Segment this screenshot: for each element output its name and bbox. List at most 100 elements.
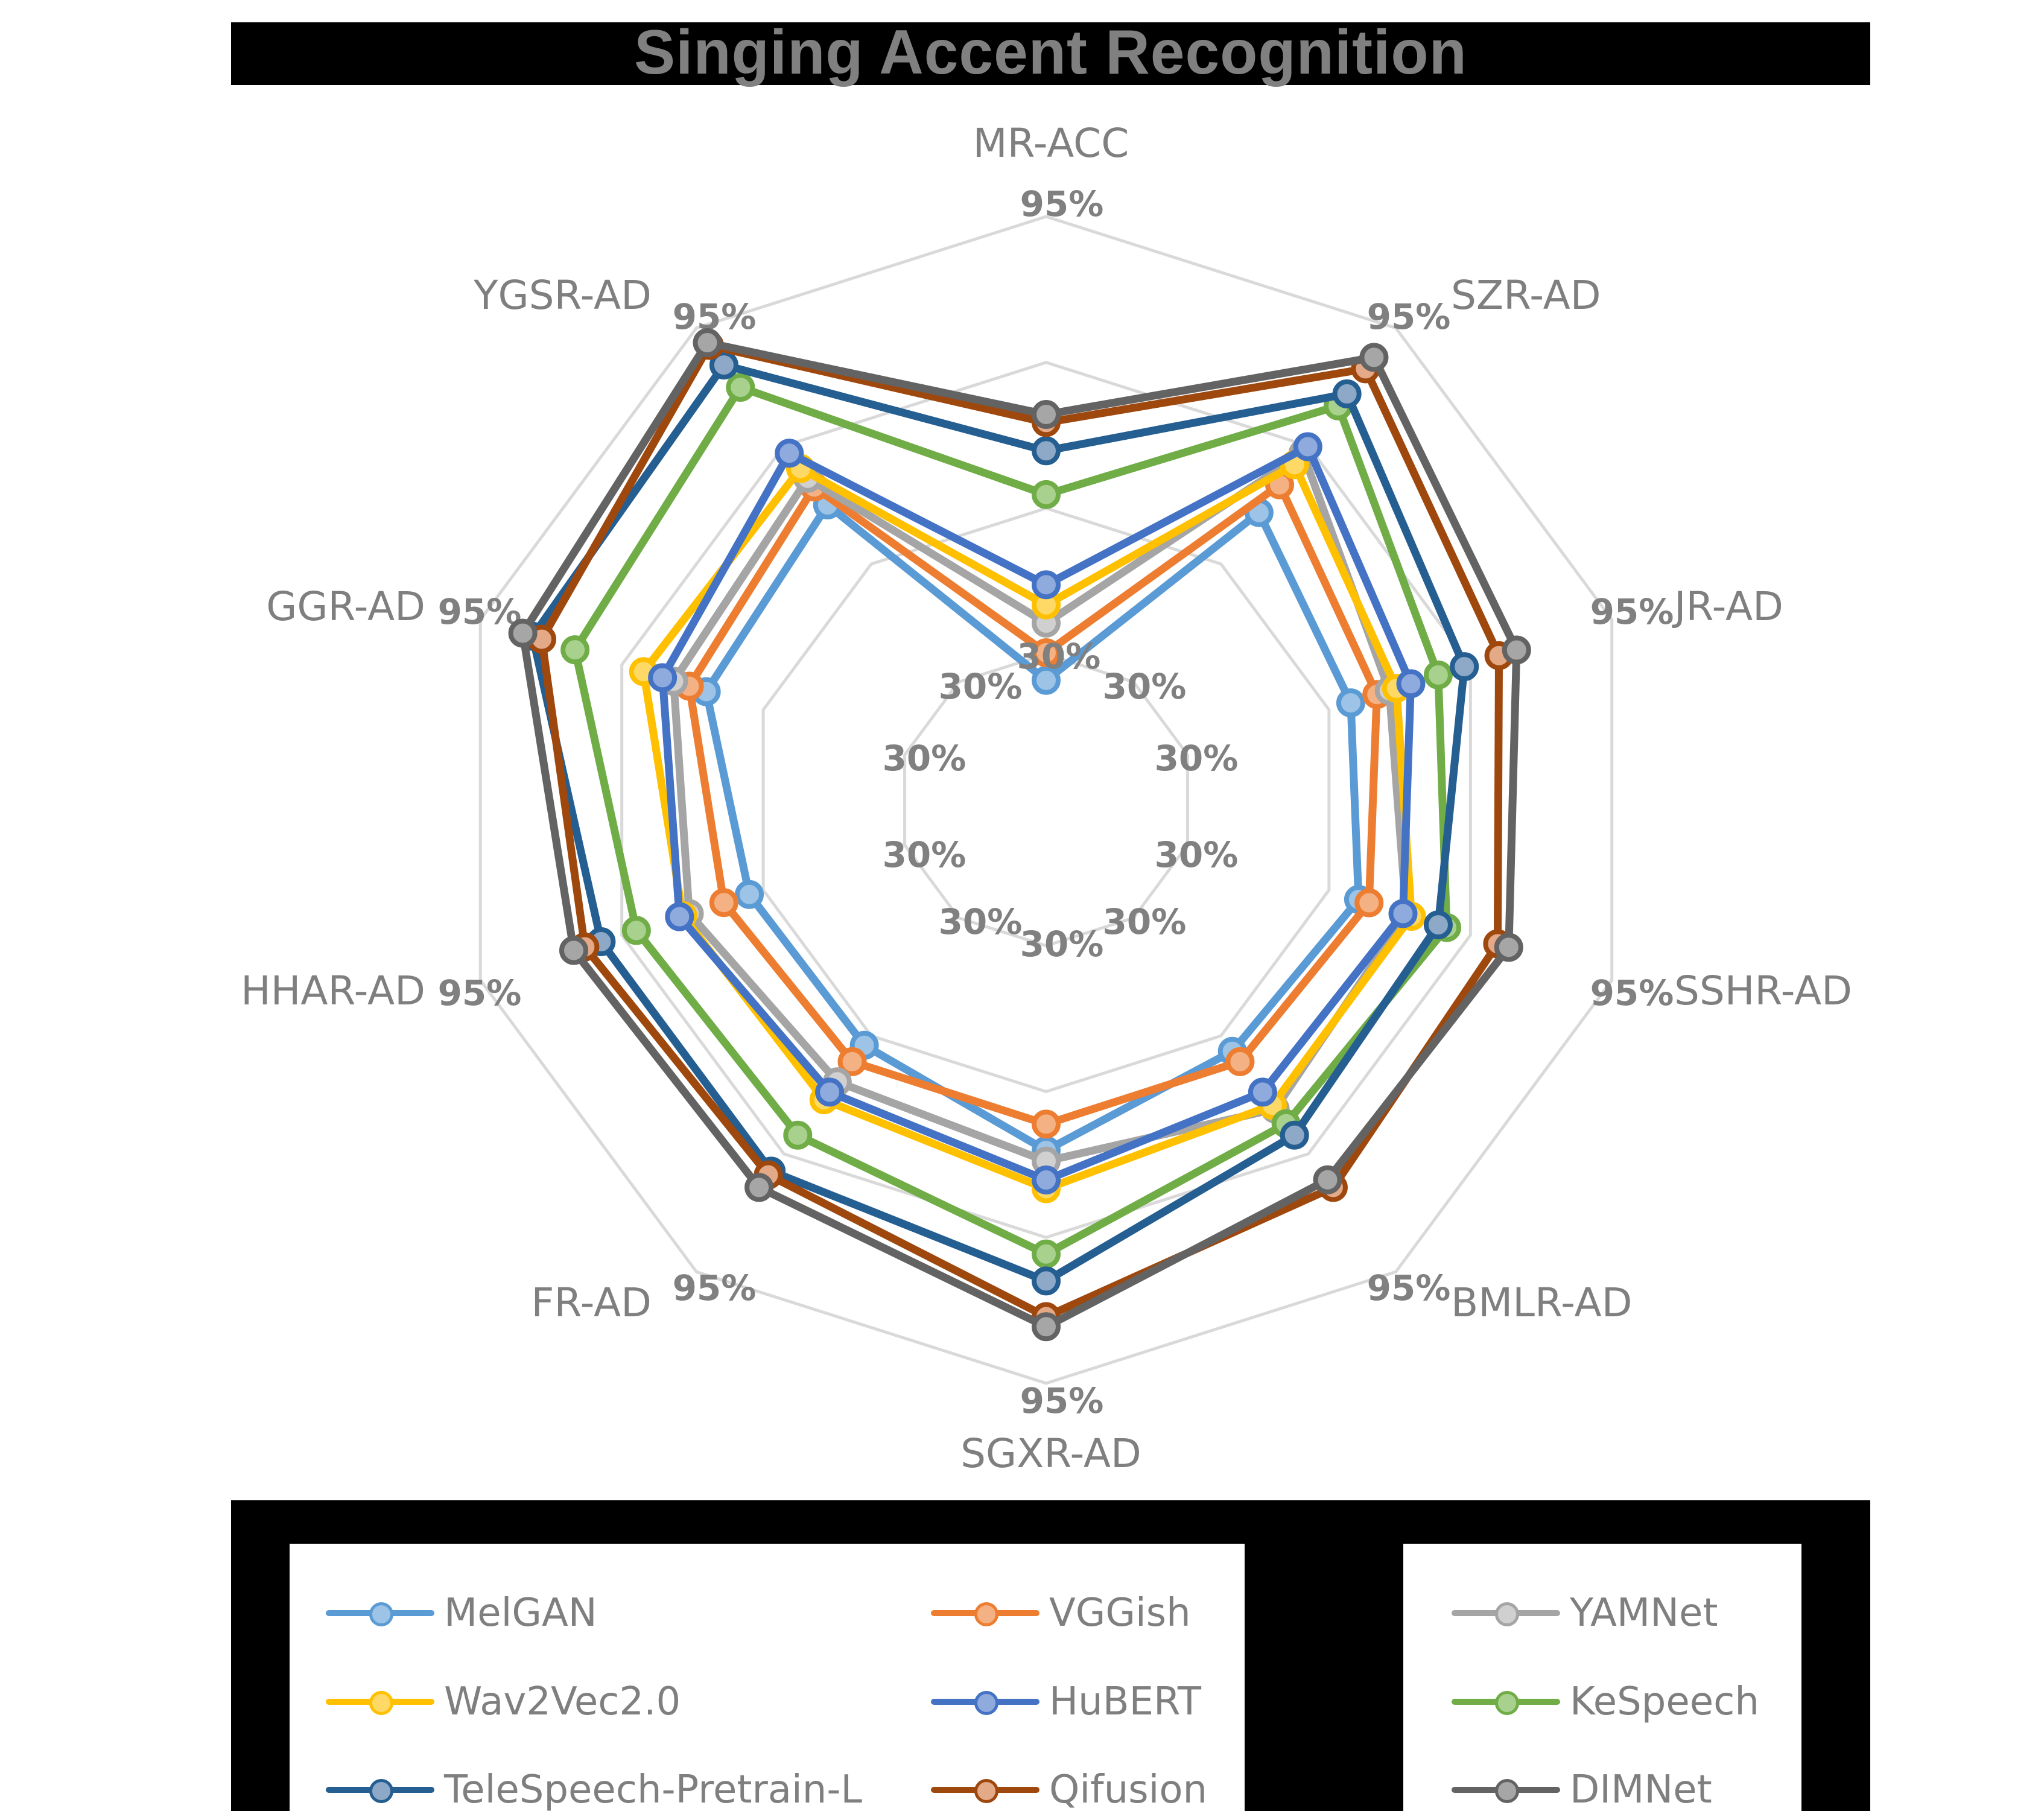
legend-item-melgan[interactable]: MelGAN — [326, 1586, 597, 1640]
axis-max-label: 95% — [438, 972, 522, 1013]
legend-label: Qifusion — [1049, 1768, 1208, 1812]
axis-label-ggr-ad: GGR-AD — [266, 583, 425, 630]
data-point-marker — [508, 618, 538, 648]
radar-grid — [478, 215, 1614, 1385]
data-point-marker — [1502, 635, 1531, 665]
legend-item-kespeech[interactable]: KeSpeech — [1452, 1675, 1759, 1729]
legend-label: YAMNet — [1570, 1591, 1718, 1635]
data-point-marker — [1032, 1165, 1061, 1195]
legend-label: DIMNet — [1570, 1768, 1712, 1812]
legend-label: KeSpeech — [1570, 1679, 1759, 1724]
legend-item-vggish[interactable]: VGGish — [931, 1586, 1191, 1640]
data-point-marker — [1248, 1077, 1277, 1107]
data-point-marker — [1225, 1047, 1255, 1076]
data-point-marker — [1396, 669, 1426, 699]
data-point-marker — [1388, 899, 1418, 928]
legend-item-dimnet[interactable]: DIMNet — [1452, 1763, 1712, 1817]
data-point-marker — [1494, 933, 1523, 962]
axis-min-label: 30% — [883, 834, 966, 875]
axis-min-label: 30% — [939, 901, 1023, 942]
data-point-marker — [1032, 1266, 1061, 1296]
data-point-marker — [709, 350, 738, 380]
data-point-marker — [1032, 480, 1061, 509]
series-dimnet — [508, 328, 1531, 1342]
legend-item-hubert[interactable]: HuBERT — [931, 1675, 1201, 1729]
legend-line-marker-icon — [326, 1675, 434, 1729]
axis-min-label: 30% — [939, 666, 1023, 707]
legend-line-marker-icon — [931, 1586, 1039, 1640]
data-point-marker — [1032, 638, 1061, 668]
data-point-marker — [1423, 910, 1453, 940]
data-point-marker — [1032, 1239, 1061, 1269]
legend-box-right: YAMNet KeSpeech DIMNet — [1403, 1544, 1801, 1812]
legend: MelGAN VGGish Wav2Vec2.0 HuBERT TeleSpeech-P… — [231, 1500, 1870, 1812]
axis-min-label: 30% — [883, 738, 966, 779]
data-point-marker — [1450, 652, 1479, 682]
legend-label: Wav2Vec2.0 — [444, 1679, 681, 1724]
axis-min-label: 30% — [1017, 636, 1101, 677]
data-point-marker — [1032, 1109, 1061, 1139]
legend-item-wav2vec2-0[interactable]: Wav2Vec2.0 — [326, 1675, 681, 1729]
data-point-marker — [1336, 688, 1365, 718]
data-point-marker — [1280, 1120, 1309, 1150]
axis-label-mr-acc: MR-ACC — [973, 120, 1129, 166]
data-point-marker — [815, 1077, 845, 1107]
axis-max-label: 95% — [1367, 296, 1451, 337]
axis-min-label: 30% — [1155, 834, 1239, 875]
axis-label-sgxr-ad: SGXR-AD — [960, 1430, 1141, 1477]
axis-label-ygsr-ad: YGSR-AD — [473, 272, 652, 319]
axis-min-label: 30% — [1103, 901, 1187, 942]
data-point-marker — [665, 902, 694, 931]
chart-title: Singing Accent Recognition — [634, 17, 1467, 87]
data-point-marker — [783, 1120, 813, 1150]
legend-line-marker-icon — [1452, 1586, 1560, 1640]
data-point-marker — [1423, 660, 1453, 690]
legend-label: TeleSpeech-Pretrain-L — [444, 1768, 863, 1812]
legend-line-marker-icon — [326, 1586, 434, 1640]
legend-label: MelGAN — [444, 1591, 597, 1635]
axis-min-label: 30% — [1103, 666, 1187, 707]
data-point-marker — [735, 880, 764, 909]
data-point-marker — [1354, 888, 1384, 918]
legend-item-telespeech-pretrain-l[interactable]: TeleSpeech-Pretrain-L — [326, 1763, 862, 1817]
data-point-marker — [1032, 400, 1061, 430]
data-point-marker — [693, 328, 722, 358]
grid-ring — [761, 506, 1331, 1094]
data-point-marker — [1032, 665, 1061, 695]
axis-label-jr-ad: JR-AD — [1672, 583, 1783, 630]
legend-line-marker-icon — [931, 1675, 1039, 1729]
data-point-marker — [726, 373, 755, 402]
radar-series — [508, 328, 1531, 1342]
data-point-marker — [1293, 432, 1322, 461]
data-point-marker — [744, 1173, 774, 1202]
data-point-marker — [560, 635, 590, 665]
data-point-marker — [648, 663, 678, 693]
axis-label-fr-ad: FR-AD — [532, 1280, 652, 1326]
axis-label-hhar-ad: HHAR-AD — [241, 968, 425, 1014]
data-point-marker — [1032, 570, 1061, 600]
axis-label-bmlr-ad: BMLR-AD — [1451, 1280, 1633, 1326]
data-point-marker — [1032, 436, 1061, 466]
series-hubert — [648, 432, 1426, 1195]
series-kespeech — [560, 373, 1461, 1269]
chart-title-bar: Singing Accent Recognition — [231, 17, 1870, 87]
axis-labels: MR-ACC95%SZR-AD95%JR-AD95%SSHR-AD95%BMLR… — [241, 120, 1852, 1477]
axis-min-label: 30% — [1155, 738, 1239, 779]
legend-item-qifusion[interactable]: Qifusion — [931, 1763, 1207, 1817]
legend-line-marker-icon — [1452, 1763, 1560, 1817]
legend-line-marker-icon — [931, 1763, 1039, 1817]
data-point-marker — [837, 1047, 867, 1076]
data-point-marker — [709, 888, 738, 918]
data-point-marker — [1359, 343, 1389, 372]
axis-max-label: 95% — [1590, 591, 1674, 632]
axis-min-label: 30% — [1020, 924, 1104, 965]
grid-ring — [478, 215, 1614, 1385]
grid-ring — [620, 361, 1472, 1239]
legend-item-yamnet[interactable]: YAMNet — [1452, 1586, 1718, 1640]
axis-max-label: 95% — [673, 1267, 757, 1308]
legend-line-marker-icon — [1452, 1675, 1560, 1729]
axis-max-label: 95% — [1020, 1380, 1104, 1421]
data-point-marker — [559, 936, 588, 965]
